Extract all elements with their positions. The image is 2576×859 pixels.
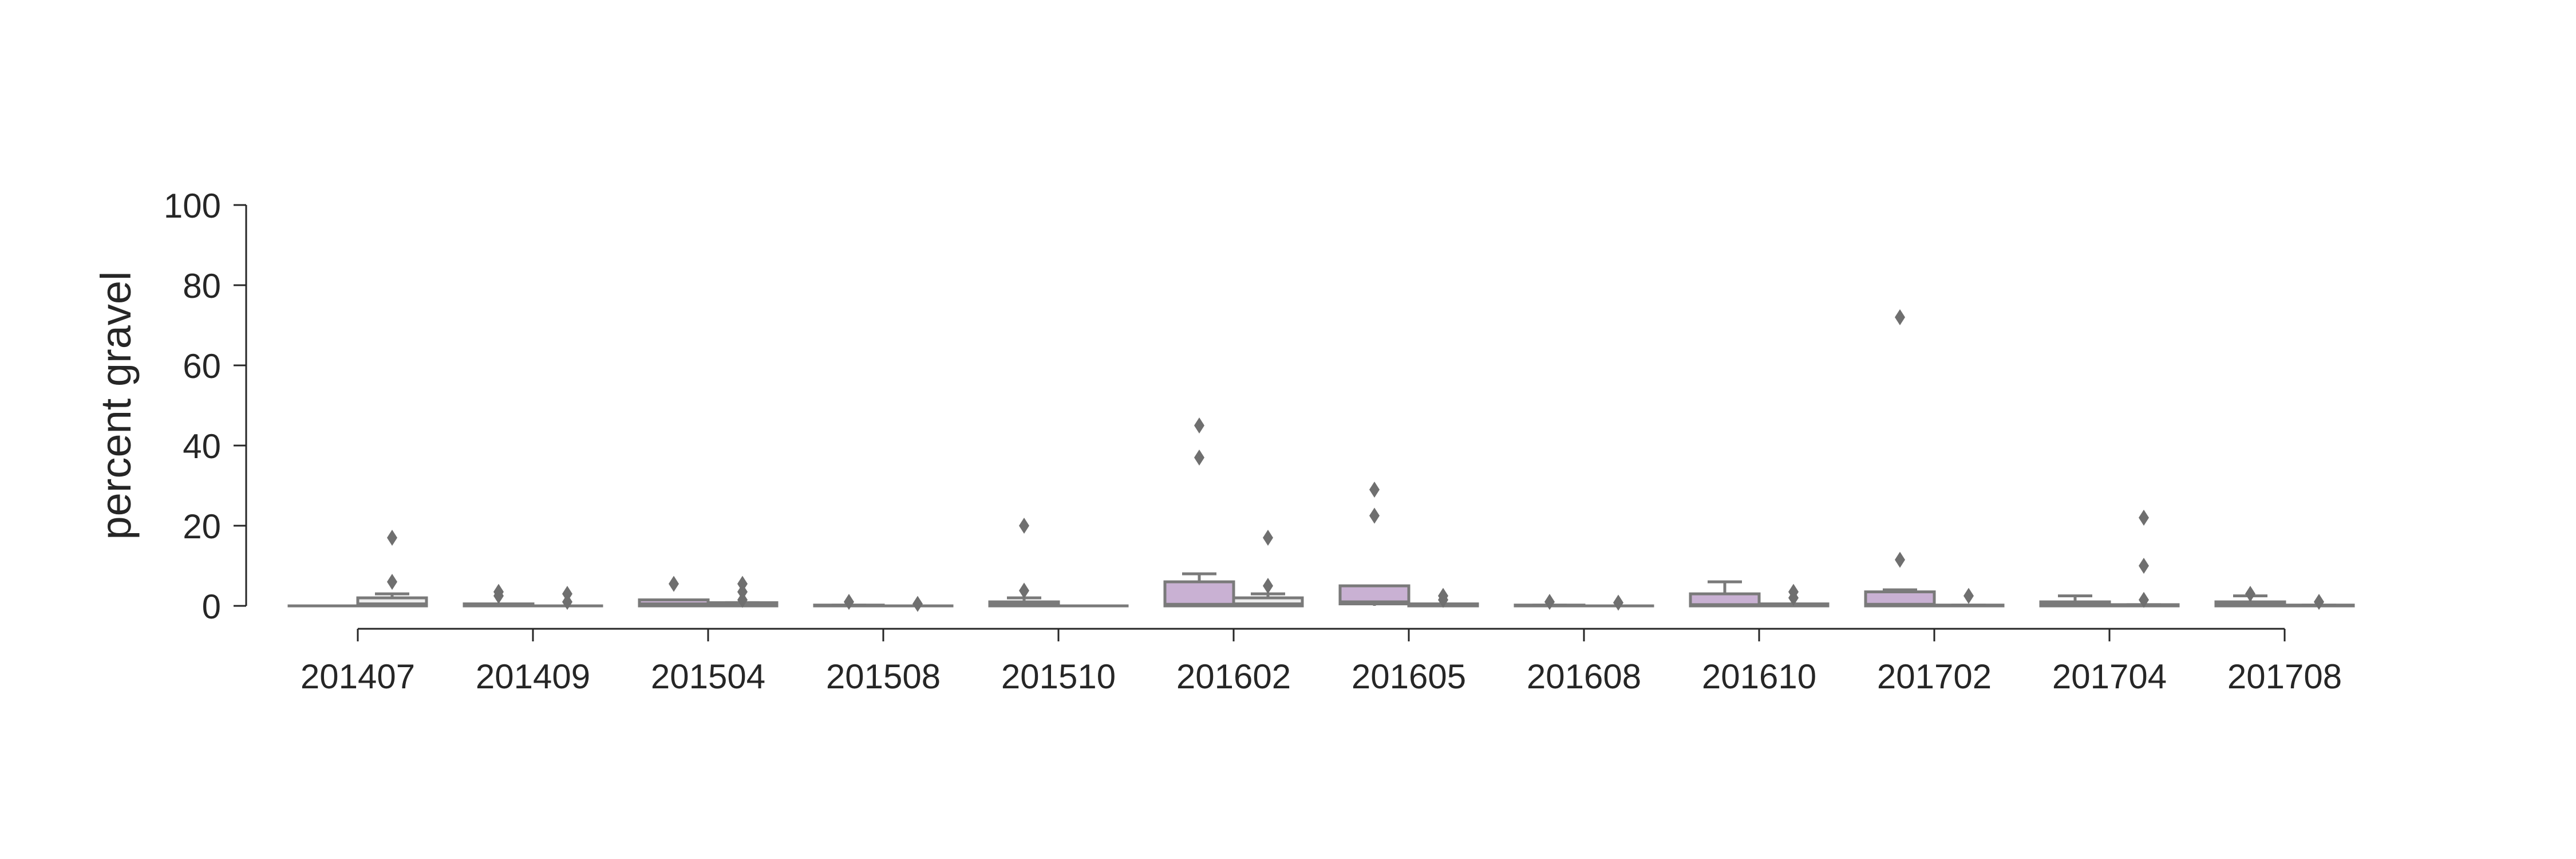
outlier-point	[1019, 518, 1029, 534]
outlier-point	[1544, 594, 1555, 610]
x-axis: 201407 201409 201504 201508 201510 201602 2016…	[301, 628, 2342, 696]
outlier-point	[1194, 450, 1204, 466]
y-axis: 0 20 40 60 80 100	[164, 187, 247, 626]
box	[1163, 580, 1235, 608]
outlier-point	[1963, 588, 1974, 604]
y-tick-label: 0	[202, 588, 221, 626]
outlier-point	[493, 584, 504, 600]
outlier-point	[669, 576, 679, 592]
box-group	[463, 584, 535, 608]
box-group	[988, 518, 1060, 608]
outlier-point	[562, 586, 572, 602]
box-group	[706, 576, 779, 608]
box-group	[1338, 482, 1411, 606]
outlier-point	[737, 576, 748, 592]
outlier-point	[1788, 584, 1799, 600]
box-group	[1407, 588, 1479, 608]
box-group	[1514, 594, 1586, 610]
box-group	[1689, 580, 1761, 608]
box-group	[356, 530, 428, 608]
outlier-point	[2139, 558, 2149, 574]
x-tick-label: 201409	[476, 657, 590, 696]
outlier-point	[387, 574, 397, 590]
box-group	[1864, 309, 1936, 608]
outlier-point	[1369, 482, 1380, 498]
outlier-point	[1438, 588, 1448, 604]
box-group	[638, 576, 710, 608]
outlier-point	[1895, 309, 1905, 325]
x-tick-label: 201407	[301, 657, 415, 696]
box-group	[2039, 594, 2111, 608]
outlier-point	[2314, 594, 2324, 610]
outlier-point	[912, 596, 923, 612]
y-axis-label: percent gravel	[92, 271, 140, 540]
x-tick-label: 201508	[826, 657, 941, 696]
box-group	[1933, 588, 2005, 608]
box-group	[882, 596, 954, 612]
outlier-point	[1369, 507, 1380, 524]
y-tick-label: 40	[183, 427, 221, 466]
x-tick-label: 201605	[1352, 657, 1466, 696]
x-tick-label: 201504	[651, 657, 765, 696]
outlier-point	[1613, 594, 1623, 611]
x-tick-label: 201702	[1877, 657, 1992, 696]
box-group	[2108, 510, 2180, 608]
y-tick-label: 20	[183, 507, 221, 546]
x-tick-label: 201602	[1176, 657, 1291, 696]
box-group	[2283, 594, 2355, 610]
x-tick-label: 201608	[1527, 657, 1641, 696]
y-tick-label: 100	[164, 187, 221, 225]
outlier-point	[2139, 592, 2149, 608]
outlier-point	[1019, 582, 1029, 599]
box-group	[531, 586, 603, 610]
outlier-point	[1263, 530, 1273, 546]
x-tick-label: 201708	[2227, 657, 2342, 696]
outlier-point	[2245, 586, 2255, 602]
x-tick-label: 201610	[1702, 657, 1816, 696]
box-group	[813, 594, 885, 610]
outlier-point	[1895, 551, 1905, 568]
y-tick-label: 80	[183, 267, 221, 305]
x-tick-label: 201510	[1001, 657, 1116, 696]
box-group	[2214, 586, 2286, 608]
outlier-point	[2139, 510, 2149, 526]
box-group	[1232, 530, 1304, 608]
outlier-point	[387, 530, 397, 546]
outlier-point	[1194, 417, 1204, 434]
box-groups	[287, 309, 2355, 612]
box-group	[1757, 584, 1830, 608]
outlier-point	[1263, 578, 1273, 594]
box-group	[1163, 417, 1235, 608]
y-tick-label: 60	[183, 347, 221, 385]
x-tick-label: 201704	[2052, 657, 2167, 696]
box-group	[1582, 594, 1654, 611]
outlier-point	[844, 594, 854, 610]
